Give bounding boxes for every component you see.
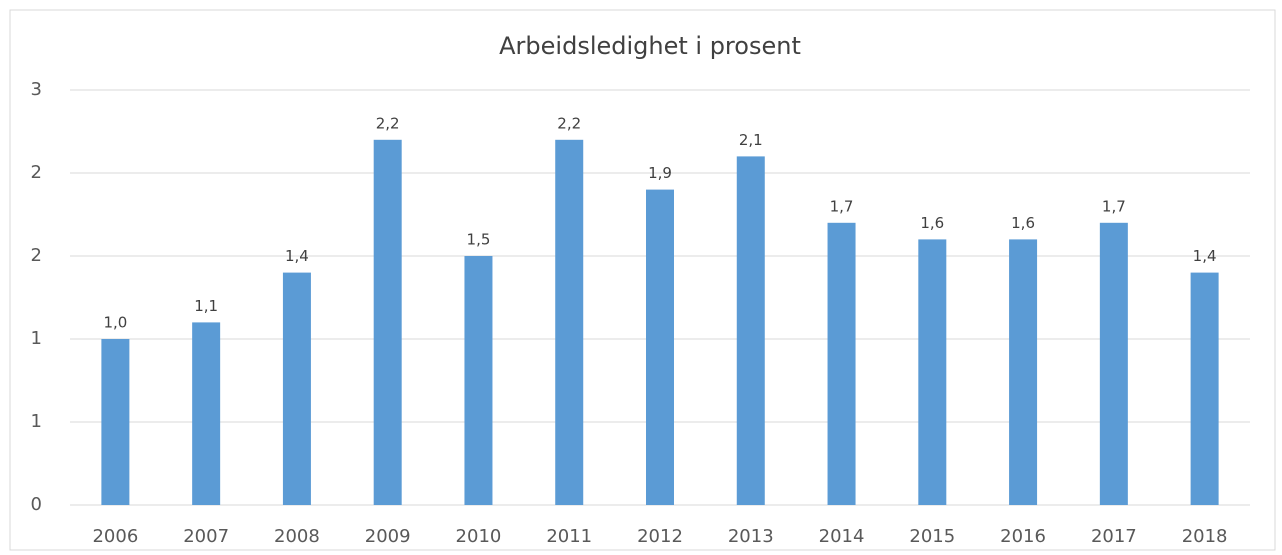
x-tick-label: 2010 [456, 526, 502, 547]
bar [736, 156, 765, 505]
y-tick-label: 1 [31, 328, 42, 349]
value-label: 1,9 [648, 164, 672, 182]
bar [646, 189, 674, 505]
value-label: 1,5 [467, 231, 491, 249]
bar [1099, 222, 1128, 506]
value-label: 1,4 [285, 247, 309, 265]
value-label: 1,6 [920, 214, 944, 232]
y-tick-label: 0 [31, 494, 42, 515]
x-tick-label: 2014 [819, 526, 865, 547]
y-tick-label: 1 [31, 411, 42, 432]
value-label: 1,7 [830, 197, 854, 215]
chart-title: Arbeidsledighet i prosent [499, 32, 801, 60]
bar [918, 239, 947, 505]
bar [192, 322, 221, 505]
value-label: 2,1 [739, 131, 763, 149]
bar [464, 256, 493, 505]
x-tick-label: 2007 [183, 526, 229, 547]
value-label: 2,2 [557, 114, 581, 132]
bar [1190, 272, 1219, 505]
y-tick-label: 2 [31, 245, 42, 266]
bar [373, 139, 402, 506]
value-label: 1,0 [103, 314, 127, 332]
value-label: 1,7 [1102, 197, 1126, 215]
x-tick-label: 2016 [1000, 526, 1046, 547]
x-tick-label: 2018 [1182, 526, 1228, 547]
y-tick-label: 2 [31, 162, 42, 183]
x-tick-label: 2011 [546, 526, 592, 547]
x-tick-label: 2017 [1091, 526, 1137, 547]
x-tick-label: 2009 [365, 526, 411, 547]
value-label: 1,1 [194, 297, 218, 315]
bar [555, 139, 584, 506]
x-tick-label: 2015 [909, 526, 955, 547]
x-tick-label: 2013 [728, 526, 774, 547]
x-tick-label: 2006 [92, 526, 138, 547]
y-tick-label: 3 [31, 79, 42, 100]
x-tick-label: 2008 [274, 526, 320, 547]
value-label: 1,4 [1193, 247, 1217, 265]
chart-frame [9, 9, 1276, 551]
value-label: 1,6 [1011, 214, 1035, 232]
bar [827, 222, 856, 506]
bar [101, 339, 130, 505]
bar [282, 272, 311, 505]
bar [1009, 239, 1038, 505]
value-label: 2,2 [376, 114, 400, 132]
x-tick-label: 2012 [637, 526, 683, 547]
